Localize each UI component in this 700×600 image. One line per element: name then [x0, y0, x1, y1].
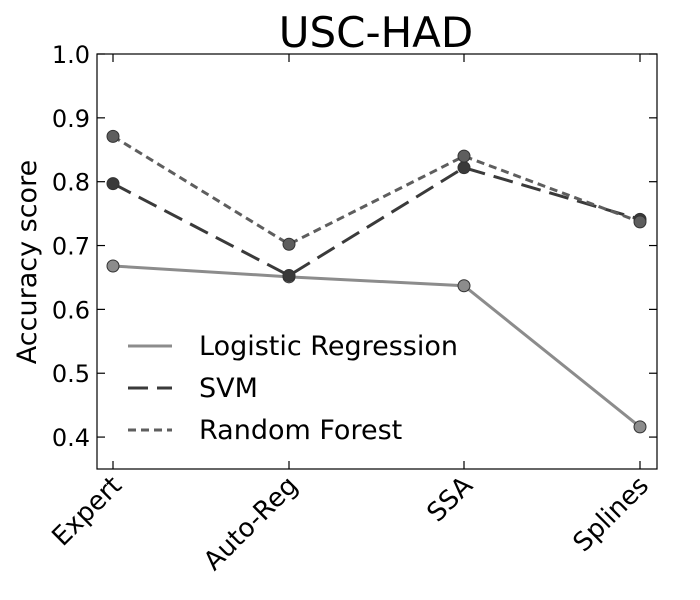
- y-axis: 0.4 0.5 0.6 0.7 0.8 0.9 1.0: [52, 41, 657, 452]
- series-layer: [106, 129, 647, 434]
- data-point: [457, 149, 471, 163]
- y-tick-label: 0.7: [52, 233, 90, 261]
- data-point: [282, 237, 296, 251]
- plot-area: [96, 53, 658, 470]
- data-point: [457, 279, 471, 293]
- series-line: [112, 166, 641, 278]
- legend-label: SVM: [199, 373, 258, 404]
- legend-label: Logistic Regression: [199, 331, 458, 362]
- legend: Logistic Regression SVM Random Forest: [128, 331, 458, 446]
- y-tick-label: 0.8: [52, 169, 90, 197]
- data-point: [633, 215, 647, 229]
- series-line: [112, 135, 641, 246]
- series-random-forest: [106, 129, 647, 251]
- y-tick-label: 0.9: [52, 105, 90, 133]
- x-tick-label: Splines: [568, 471, 655, 558]
- x-tick-label: SSA: [421, 471, 479, 529]
- y-tick-label: 0.5: [52, 360, 90, 388]
- y-tick-label: 0.4: [52, 424, 90, 452]
- x-tick-label: Auto-Reg: [198, 471, 304, 577]
- data-point: [106, 177, 120, 191]
- y-axis-label: Accuracy score: [12, 160, 43, 364]
- data-point: [282, 269, 296, 283]
- data-point: [106, 259, 120, 273]
- chart-title: USC-HAD: [279, 8, 474, 57]
- data-point: [457, 161, 471, 175]
- y-tick-label: 1.0: [52, 41, 90, 69]
- data-point: [633, 420, 647, 434]
- legend-label: Random Forest: [199, 415, 402, 446]
- y-tick-label: 0.6: [52, 296, 90, 324]
- series-svm: [106, 161, 647, 283]
- x-axis: Expert Auto-Reg SSA Splines: [46, 54, 655, 577]
- x-tick-label: Expert: [46, 471, 127, 552]
- series-line: [112, 264, 641, 429]
- data-point: [106, 129, 120, 143]
